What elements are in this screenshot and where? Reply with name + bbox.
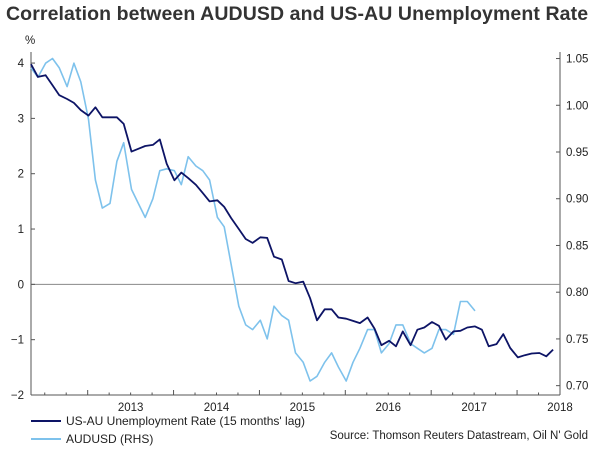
- x-tick-label: 2018: [547, 402, 573, 414]
- y-right-tick-label: 1.05: [566, 54, 588, 66]
- x-tick-label: 2014: [204, 402, 230, 414]
- series-line-2: [30, 57, 476, 382]
- y-left-tick-label: −1: [11, 335, 24, 347]
- legend-label-1: US-AU Unemployment Rate (15 months' lag): [66, 414, 305, 428]
- series-line-1: [30, 63, 554, 359]
- y-right-tick-label: 1.00: [566, 100, 588, 112]
- legend-label-2: AUDUSD (RHS): [66, 432, 153, 446]
- x-tick-label: 2016: [375, 402, 401, 414]
- y-right-tick-label: 0.85: [566, 240, 588, 252]
- x-tick-label: 2015: [290, 402, 316, 414]
- y-left-tick-label: 0: [18, 279, 24, 291]
- y-left-tick-label: 4: [18, 58, 25, 70]
- y-left-tick-label: 1: [18, 224, 24, 236]
- y-left-tick-label: 2: [18, 169, 24, 181]
- y-left-tick-label: −2: [11, 390, 24, 402]
- x-tick-label: 2017: [461, 402, 487, 414]
- y-axis-left-unit: %: [25, 35, 35, 47]
- y-right-tick-label: 0.90: [566, 194, 588, 206]
- y-right-tick-label: 0.95: [566, 147, 588, 159]
- x-tick-label: 2013: [118, 402, 144, 414]
- y-right-tick-label: 0.80: [566, 287, 588, 299]
- chart-title: Correlation between AUDUSD and US-AU Une…: [6, 3, 589, 25]
- y-left-tick-label: 3: [18, 113, 24, 125]
- y-right-tick-label: 0.70: [566, 381, 588, 393]
- chart-source: Source: Thomson Reuters Datastream, Oil …: [329, 430, 588, 442]
- y-right-tick-label: 0.75: [566, 334, 588, 346]
